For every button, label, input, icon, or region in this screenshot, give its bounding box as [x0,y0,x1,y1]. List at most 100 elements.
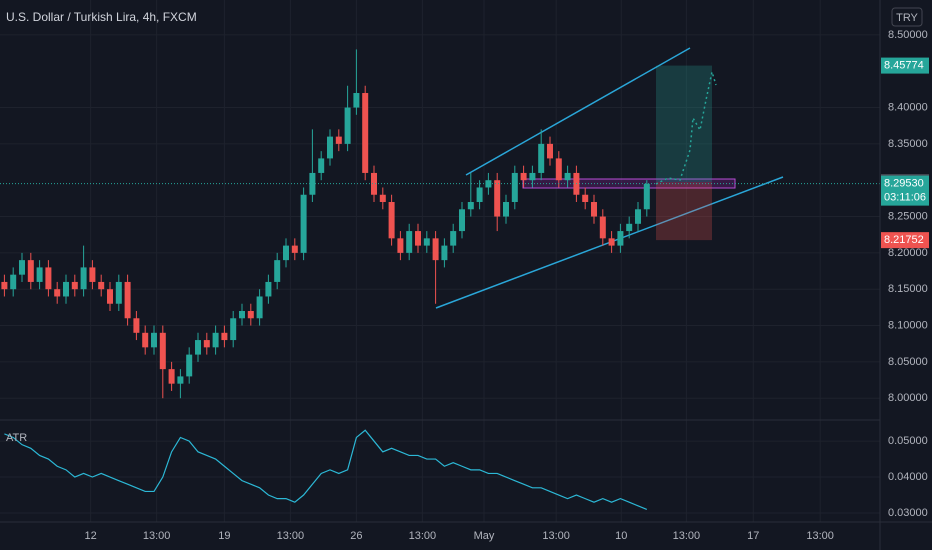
stop-zone [656,182,712,241]
candle-body [19,260,25,275]
x-tick-label: 13:00 [542,530,570,542]
candle-body [221,332,228,341]
candle-body [327,136,333,159]
candle-body [441,245,448,261]
x-tick-label: 13:00 [673,530,701,542]
candle-body [203,340,210,348]
candle-body [564,172,571,181]
candle-body [71,281,78,290]
chart-title: U.S. Dollar / Turkish Lira, 4h, FXCM [6,10,197,24]
candle-body [371,172,377,195]
candle-body [626,223,633,232]
candle-body [265,281,272,297]
candle-body [599,216,606,239]
candle-body [547,143,553,159]
y-tick-label: 8.00000 [888,392,928,404]
candle-body [151,332,157,348]
y-tick-label: 8.20000 [888,247,928,259]
price-badge [881,175,929,206]
candle-body [63,281,69,297]
candle-body [45,267,52,290]
candle-body [274,260,281,282]
candle-body [476,187,483,203]
candle-body [124,281,131,319]
candle-body [555,158,562,181]
candle-body [388,202,395,239]
candle-body [406,231,413,253]
candle-body [291,245,298,253]
candle-body [415,231,421,246]
target-zone [656,65,712,183]
candle-body [195,340,201,355]
indicator-tick-label: 0.03000 [888,507,928,519]
candle-body [107,289,113,304]
candle-body [115,281,122,304]
x-tick-label: 12 [85,530,97,542]
y-tick-label: 8.25000 [888,210,928,222]
x-tick-label: 13:00 [143,530,171,542]
candle-body [591,202,597,217]
candle-body [432,238,439,261]
indicator-tick-label: 0.05000 [888,435,928,447]
candle-body [177,376,184,384]
candle-body [133,318,140,333]
candle-body [450,231,457,246]
candle-body [10,274,17,290]
candle-body [520,172,527,181]
candle-body [344,107,351,144]
indicator-tick-label: 0.04000 [888,471,928,483]
y-tick-label: 8.40000 [888,101,928,113]
candle-body [318,158,325,173]
candle-body [239,311,245,319]
y-tick-label: 8.15000 [888,283,928,295]
candle-body [423,238,430,246]
price-badge-label: 8.21752 [884,234,924,246]
x-tick-label: 13:00 [806,530,834,542]
candle-body [142,332,149,348]
candle-body [617,231,624,246]
candle-body [1,281,8,290]
candle-body [89,267,96,282]
candle-body [80,267,87,290]
candle-body [635,209,641,224]
price-badge [881,232,929,249]
candle-body [582,194,589,203]
candle-body [283,245,289,261]
candle-body [643,183,650,210]
channel-upper [465,47,691,176]
price-badge [881,57,929,74]
y-tick-label: 8.05000 [888,356,928,368]
candle-body [98,281,105,290]
candle-body [36,267,43,282]
candle-body [362,93,369,173]
x-tick-label: 13:00 [277,530,305,542]
x-tick-label: 10 [615,530,627,542]
currency-box [891,7,923,27]
candle-body [494,180,501,217]
candle-body [230,318,237,341]
candle-body [247,311,254,319]
candle-body [168,369,175,384]
indicator-line [4,429,648,510]
y-tick-label: 8.50000 [888,29,928,41]
marks [0,49,880,510]
y-tick-label: 8.35000 [888,138,928,150]
candle-body [353,93,360,108]
x-tick-label: 26 [350,530,362,542]
candle-body [256,296,263,319]
price-badge-label: 8.29530 [884,178,924,190]
x-tick-label: 17 [747,530,759,542]
x-tick-label: 13:00 [409,530,437,542]
candle-body [511,172,518,203]
candle-body [538,143,545,173]
countdown: 03:11:06 [884,192,926,204]
indicator-name: ATR [6,432,27,444]
candle-body [212,332,219,348]
candle-body [379,194,386,203]
candle-body [300,194,307,253]
candle-body [159,332,166,370]
candle-body [27,260,34,282]
candle-body [186,354,193,377]
